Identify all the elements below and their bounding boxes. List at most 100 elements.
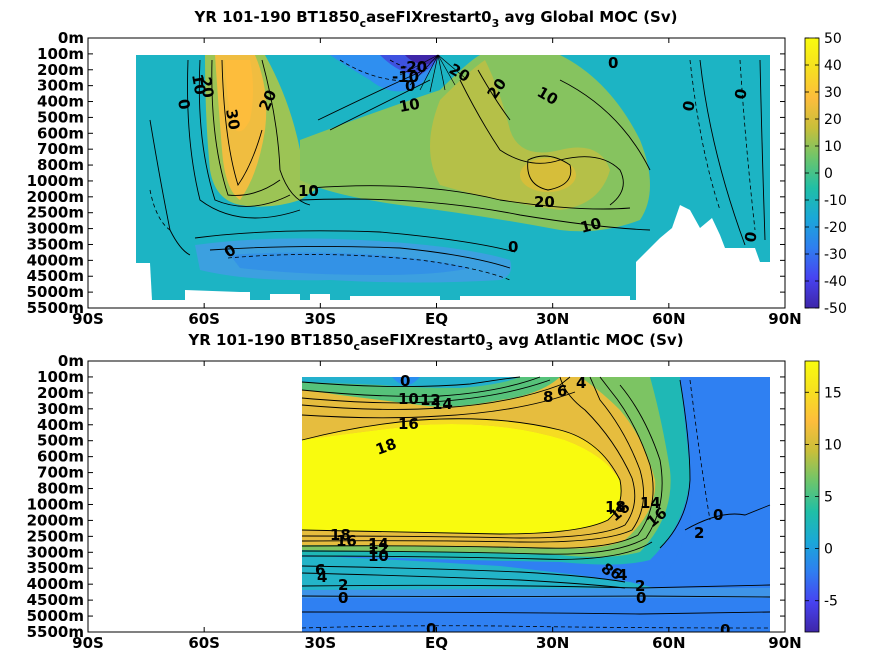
- y-tick-label: 0m: [58, 29, 84, 47]
- atlantic-moc-panel: YR 101-190 BT1850caseFIXrestart03 avg At…: [27, 331, 842, 652]
- colorbar-tick-label: 0: [824, 166, 833, 182]
- x-tick-label: 90S: [72, 310, 104, 328]
- contour-label: 0: [608, 54, 618, 72]
- x-tick-label: 90S: [72, 634, 104, 652]
- colorbar-tick-label: 50: [824, 31, 842, 47]
- y-tick-label: 300m: [37, 400, 84, 418]
- y-tick-label: 3000m: [27, 220, 84, 238]
- x-tick-label: 30N: [536, 634, 569, 652]
- y-tick-label: 2500m: [27, 204, 84, 222]
- y-tick-label: 5500m: [27, 299, 84, 317]
- y-tick-label: 500m: [37, 432, 84, 450]
- contour-label: 4: [317, 568, 327, 586]
- x-tick-label: 60N: [652, 310, 685, 328]
- x-tick-label: EQ: [425, 634, 448, 652]
- y-tick-label: 200m: [37, 384, 84, 402]
- y-tick-label: 200m: [37, 61, 84, 79]
- global-moc-panel: YR 101-190 BT1850caseFIXrestart03 avg Gl…: [27, 8, 847, 328]
- contour-label: -10: [392, 68, 419, 86]
- y-tick-label: 400m: [37, 416, 84, 434]
- contour-label: 10: [298, 182, 319, 200]
- y-tick-label: 800m: [37, 156, 84, 174]
- global-moc-colorbar-ticks: 50 40 30 20 10 0 -10 -20 -30 -40 -50: [805, 31, 847, 317]
- x-tick-label: 90N: [768, 634, 801, 652]
- colorbar-tick-label: -5: [824, 594, 838, 610]
- contour-label: 0: [679, 99, 699, 112]
- colorbar-tick-label: 15: [824, 385, 842, 401]
- contour-label: 0: [636, 589, 646, 607]
- contour-label: 14: [368, 535, 389, 553]
- contour-label: 0: [508, 238, 518, 256]
- y-tick-label: 1000m: [27, 172, 84, 190]
- atlantic-moc-colorbar-ticks: 15 10 5 0 -5: [805, 385, 842, 610]
- contour-label: 30: [222, 108, 243, 132]
- atlantic-moc-axes: 90S 60S 30S EQ 30N 60N 90N0m100m200m300m400m50…: [27, 352, 802, 652]
- contour-label: 0: [405, 77, 415, 95]
- x-tick-label: 60S: [188, 310, 220, 328]
- contour-label: 20: [196, 76, 217, 100]
- y-tick-label: 500m: [37, 108, 84, 126]
- y-tick-label: 4000m: [27, 575, 84, 593]
- y-tick-label: 300m: [37, 77, 84, 95]
- y-tick-label: 600m: [37, 124, 84, 142]
- x-tick-label: 90N: [768, 310, 801, 328]
- colorbar-tick-label: -30: [824, 247, 847, 263]
- contour-label: 16: [336, 532, 357, 550]
- contour-label: 10: [188, 73, 209, 97]
- y-tick-label: 3500m: [27, 559, 84, 577]
- y-tick-label: 3500m: [27, 235, 84, 253]
- contour-label: 14: [432, 395, 453, 413]
- colorbar-tick-label: -20: [824, 220, 847, 236]
- y-tick-label: 3000m: [27, 543, 84, 561]
- colorbar-tick-label: 30: [824, 85, 842, 101]
- contour-label-10n: 10: [578, 214, 603, 237]
- contour-label: 8: [543, 388, 553, 406]
- contour-label: 10: [398, 390, 419, 408]
- colorbar-tick-label: 10: [824, 139, 842, 155]
- contour-label: 2: [694, 524, 704, 542]
- y-tick-label: 800m: [37, 480, 84, 498]
- y-tick-label: 400m: [37, 93, 84, 111]
- global-moc-axes: 90S 60S 30S EQ 30N 60N 90N0m100m200m300m400m50…: [27, 29, 802, 328]
- contour-label: 0: [338, 589, 348, 607]
- colorbar-tick-label: 5: [824, 490, 833, 506]
- y-tick-label: 5500m: [27, 623, 84, 641]
- colorbar-tick-label: 20: [824, 112, 842, 128]
- contour-label-20n: 20: [534, 193, 555, 211]
- y-tick-label: 5000m: [27, 607, 84, 625]
- colorbar-tick-label: -50: [824, 301, 847, 317]
- x-tick-label: 30N: [536, 310, 569, 328]
- colorbar-tick-label: -40: [824, 274, 847, 290]
- colorbar-tick-label: 40: [824, 58, 842, 74]
- atlantic-moc-field: 0 10 12 14 16 18 4 6 8 18 16 14 16 0 2 1…: [88, 361, 785, 632]
- contour-label: 6: [315, 561, 325, 579]
- colorbar-tick-label: 0: [824, 542, 833, 558]
- y-tick-label: 600m: [37, 448, 84, 466]
- contour-label: 0: [741, 230, 761, 243]
- contour-label: 18: [605, 498, 626, 516]
- global-moc-field: -20 -10 0 20 10 10 20 30 20 0 10 20 10 0…: [88, 38, 785, 308]
- y-tick-label: 0m: [58, 352, 84, 370]
- x-tick-label: 60S: [188, 634, 220, 652]
- y-tick-label: 4000m: [27, 251, 84, 269]
- contour-label: 0: [713, 506, 723, 524]
- contour-label: 10: [368, 547, 389, 565]
- contour-label: 12: [368, 540, 389, 558]
- y-tick-label: 100m: [37, 368, 84, 386]
- y-tick-label: 100m: [37, 45, 84, 63]
- x-tick-label: EQ: [425, 310, 448, 328]
- contour-label: 0: [400, 372, 410, 390]
- contour-label: 16: [398, 415, 419, 433]
- contour-label: 4: [617, 566, 627, 584]
- y-tick-label: 700m: [37, 140, 84, 158]
- colorbar-tick-label: 10: [824, 437, 842, 453]
- x-tick-label: 30S: [304, 634, 336, 652]
- y-tick-label: 4500m: [27, 267, 84, 285]
- y-tick-label: 5000m: [27, 283, 84, 301]
- contour-label: 2: [635, 577, 645, 595]
- y-tick-label: 2500m: [27, 527, 84, 545]
- atlantic-moc-title: YR 101-190 BT1850caseFIXrestart03 avg At…: [187, 331, 683, 353]
- contour-label: 10: [398, 95, 422, 116]
- contour-label: 0: [731, 87, 751, 100]
